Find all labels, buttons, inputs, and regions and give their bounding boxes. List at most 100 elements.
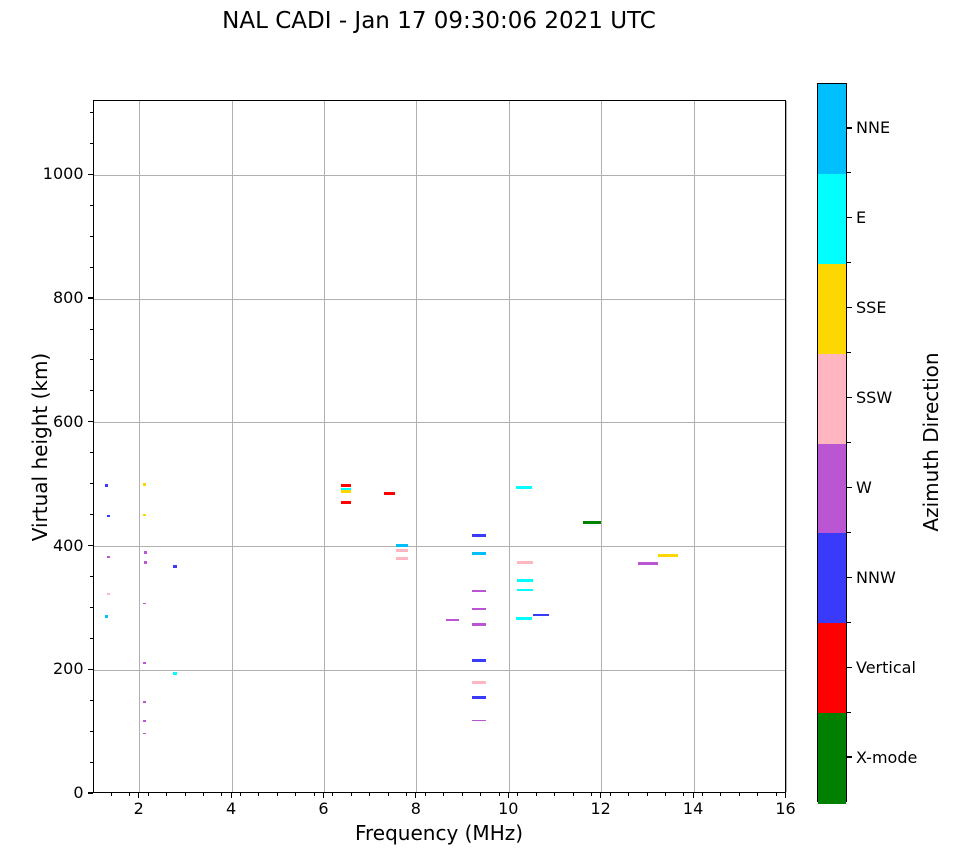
x-minor-tick <box>757 793 759 796</box>
data-point-sse <box>142 483 146 486</box>
x-tick-label-4: 4 <box>226 799 237 818</box>
colorbar-axis-label: Azimuth Direction <box>919 352 943 532</box>
data-point-vertical <box>384 491 396 495</box>
y-major-tick-200 <box>87 668 93 670</box>
colorbar-segment-sse <box>818 263 846 355</box>
data-point-sse <box>658 554 679 558</box>
x-minor-tick <box>147 793 149 796</box>
gridline-y-1000 <box>93 174 785 176</box>
x-minor-tick <box>184 793 186 796</box>
x-tick-label-6: 6 <box>318 799 329 818</box>
gridline-x-14 <box>693 101 695 792</box>
colorbar-segment-nne <box>818 84 846 175</box>
x-major-tick-14 <box>692 793 694 798</box>
y-minor-tick <box>89 514 93 515</box>
data-point-w <box>143 551 147 554</box>
x-minor-tick <box>461 793 463 796</box>
data-point-e <box>516 579 533 582</box>
x-minor-tick <box>424 793 426 796</box>
x-minor-tick <box>295 793 297 796</box>
data-point-nne <box>472 552 487 555</box>
gridline-y-600 <box>93 422 785 424</box>
x-tick-label-12: 12 <box>590 799 611 818</box>
data-point-w <box>142 700 146 704</box>
colorbar-label-e: E <box>856 208 867 228</box>
y-minor-tick <box>89 111 93 113</box>
data-point-w <box>142 661 146 665</box>
y-minor-tick <box>89 699 93 701</box>
colorbar-boundary-tick <box>847 172 851 174</box>
data-point-nnw <box>106 514 110 518</box>
y-minor-tick <box>89 761 93 763</box>
y-minor-tick <box>89 204 93 206</box>
colorbar-mid-tick-nnw <box>847 576 852 578</box>
x-minor-tick <box>202 793 204 796</box>
data-point-nnw <box>472 696 487 699</box>
colorbar-label-vertical: Vertical <box>856 657 916 677</box>
y-major-tick-800 <box>87 297 93 299</box>
x-minor-tick <box>664 793 666 796</box>
y-minor-tick <box>89 483 93 485</box>
colorbar-mid-tick-vertical <box>847 666 852 668</box>
colorbar-label-nne: NNE <box>856 118 891 138</box>
data-point-w <box>142 719 146 723</box>
data-point-sse <box>341 490 352 493</box>
y-tick-label-600: 600 <box>52 411 84 431</box>
gridline-x-6 <box>324 101 325 792</box>
data-point-nne <box>104 615 108 618</box>
data-point-w <box>472 719 487 722</box>
gridline-y-800 <box>93 298 785 300</box>
colorbar-boundary-tick <box>847 621 851 623</box>
x-minor-tick <box>350 793 352 796</box>
x-minor-tick <box>701 793 703 796</box>
data-point-e <box>515 616 532 620</box>
x-tick-label-16: 16 <box>775 799 796 818</box>
x-minor-tick <box>369 793 371 796</box>
x-minor-tick <box>535 793 537 796</box>
colorbar-boundary-tick <box>847 531 851 533</box>
y-axis-label: Virtual height (km) <box>28 352 52 542</box>
x-axis-label: Frequency (MHz) <box>354 821 524 845</box>
plot-area <box>92 100 787 793</box>
y-minor-tick <box>89 142 93 144</box>
colorbar-boundary-tick <box>847 352 851 354</box>
x-minor-tick <box>683 793 685 796</box>
data-point-ssw <box>395 556 408 560</box>
data-point-w <box>638 561 659 565</box>
x-minor-tick <box>406 793 408 796</box>
x-minor-tick <box>628 793 629 796</box>
data-point-nnw <box>472 659 487 662</box>
x-minor-tick <box>129 793 130 796</box>
x-tick-label-10: 10 <box>498 799 519 818</box>
data-point-nne <box>395 543 408 547</box>
x-minor-tick <box>498 793 500 796</box>
data-point-vertical <box>341 483 352 487</box>
y-minor-tick <box>89 637 93 639</box>
x-minor-tick <box>554 793 555 796</box>
y-minor-tick <box>89 452 93 454</box>
gridline-y-200 <box>93 669 785 671</box>
colorbar-segment-e <box>818 173 846 265</box>
x-minor-tick <box>443 793 445 796</box>
data-point-w <box>472 590 487 592</box>
gridline-x-2 <box>139 101 141 792</box>
colorbar-label-x-mode: X-mode <box>856 747 918 767</box>
x-tick-label-2: 2 <box>133 799 144 818</box>
y-major-tick-600 <box>87 421 93 423</box>
data-point-w <box>143 561 147 564</box>
colorbar-segment-w <box>818 443 846 534</box>
data-point-e <box>172 672 177 675</box>
y-minor-tick <box>89 730 93 732</box>
x-major-tick-6 <box>322 793 325 798</box>
colorbar-mid-tick-sse <box>847 307 852 309</box>
colorbar-label-ssw: SSW <box>856 388 893 408</box>
data-point-x-mode <box>582 521 601 524</box>
x-minor-tick <box>517 793 518 796</box>
x-minor-tick <box>332 793 334 796</box>
data-point-nnw <box>172 565 177 568</box>
x-tick-label-14: 14 <box>682 799 704 818</box>
colorbar-label-nnw: NNW <box>856 567 896 587</box>
x-tick-label-8: 8 <box>410 799 421 818</box>
y-tick-label-0: 0 <box>73 783 84 802</box>
